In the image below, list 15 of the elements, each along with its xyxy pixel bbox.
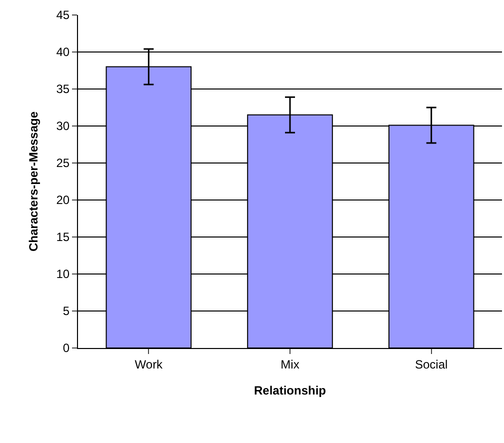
y-tick-label: 45 bbox=[56, 8, 70, 22]
y-tick-label: 0 bbox=[62, 341, 70, 356]
y-tick-label: 30 bbox=[56, 119, 70, 134]
x-tick-label: Social bbox=[414, 357, 448, 372]
x-axis-title: Relationship bbox=[254, 383, 326, 398]
x-tick-label: Work bbox=[134, 357, 164, 372]
y-tick-label: 5 bbox=[62, 304, 70, 318]
y-axis-title: Characters-per-Message bbox=[26, 111, 41, 252]
y-tick-label: 10 bbox=[56, 267, 70, 282]
y-tick-label: 40 bbox=[56, 45, 70, 60]
y-tick-label: 25 bbox=[56, 156, 70, 170]
y-tick-label: 35 bbox=[56, 82, 70, 96]
y-tick-label: 20 bbox=[56, 193, 70, 208]
x-tick-label: Mix bbox=[280, 357, 300, 372]
y-tick-label: 15 bbox=[56, 230, 70, 244]
